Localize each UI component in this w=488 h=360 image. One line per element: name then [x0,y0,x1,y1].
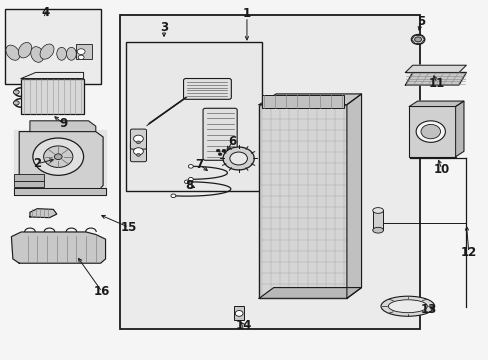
Bar [14,181,43,187]
Text: 13: 13 [419,303,436,316]
Text: 6: 6 [228,135,237,148]
Circle shape [43,146,73,167]
Circle shape [229,152,247,165]
Ellipse shape [6,45,20,60]
Text: 16: 16 [94,285,110,298]
Polygon shape [405,65,466,72]
Polygon shape [30,209,57,218]
Circle shape [77,49,85,54]
Bar [14,174,43,181]
Circle shape [223,147,254,170]
Circle shape [136,141,140,144]
FancyBboxPatch shape [203,108,237,160]
Bar [259,105,346,298]
Bar [233,306,244,320]
FancyBboxPatch shape [130,129,146,149]
FancyBboxPatch shape [130,141,146,162]
Polygon shape [30,121,96,132]
Circle shape [133,135,143,142]
Text: 12: 12 [460,246,476,259]
Circle shape [410,35,424,44]
Ellipse shape [57,47,66,60]
Ellipse shape [372,227,383,233]
Circle shape [415,121,445,142]
Polygon shape [259,288,361,298]
Circle shape [222,149,225,152]
Polygon shape [405,72,466,85]
Polygon shape [14,130,105,194]
Polygon shape [19,132,103,191]
Circle shape [188,177,193,181]
FancyBboxPatch shape [183,78,231,99]
Circle shape [133,148,143,155]
Polygon shape [346,94,361,298]
Bar [4,9,101,84]
Ellipse shape [387,300,427,313]
Bar [372,211,383,230]
Circle shape [136,153,140,156]
Ellipse shape [372,208,383,213]
Circle shape [235,311,243,316]
Circle shape [33,138,83,175]
Text: 4: 4 [42,6,50,19]
Text: 8: 8 [185,179,193,192]
Ellipse shape [380,296,434,316]
Ellipse shape [19,42,32,58]
Ellipse shape [40,44,54,59]
Bar [76,44,92,59]
Text: 1: 1 [243,7,250,20]
Circle shape [216,149,220,152]
Circle shape [420,125,440,139]
Text: 9: 9 [59,117,67,130]
Text: 14: 14 [235,319,251,332]
Text: 2: 2 [33,157,41,170]
Bar [261,95,344,108]
Circle shape [13,90,19,94]
Bar [126,42,262,191]
Polygon shape [11,232,105,263]
Bar [120,15,419,329]
Circle shape [13,101,19,105]
Text: 10: 10 [433,163,449,176]
Polygon shape [455,101,463,157]
Polygon shape [259,94,361,105]
Bar [21,78,83,114]
Ellipse shape [66,47,76,60]
Circle shape [54,154,62,159]
Circle shape [188,165,193,168]
Text: 3: 3 [160,21,168,34]
Circle shape [414,37,421,42]
Text: 7: 7 [195,158,203,171]
Circle shape [218,153,222,156]
Circle shape [171,194,176,198]
Circle shape [78,55,84,59]
Text: 5: 5 [416,15,424,28]
Bar [408,107,455,157]
Polygon shape [408,101,463,107]
Text: 15: 15 [121,221,137,234]
Polygon shape [14,188,105,195]
Polygon shape [21,72,83,78]
Circle shape [184,180,189,184]
Ellipse shape [31,47,44,62]
Text: 11: 11 [428,77,444,90]
